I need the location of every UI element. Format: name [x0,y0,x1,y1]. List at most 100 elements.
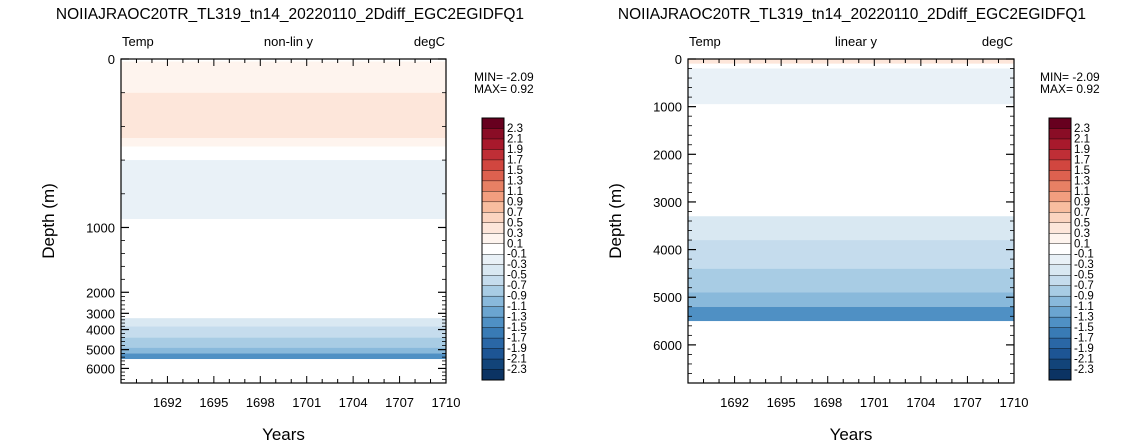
colorbar-label: -0.7 [507,280,527,292]
colorbar-label: -0.3 [507,259,527,271]
colorbar-swatch [1048,254,1072,266]
colorbar-label: 1.3 [507,175,523,187]
colorbar-swatch [481,348,505,360]
colorbar-label: 0.3 [1074,228,1090,240]
x-tick-label: 1707 [385,395,414,410]
colorbar-swatch [1048,159,1072,171]
panel-non-linear: NOIIAJRAOC20TR_TL319_tn14_20220110_2Ddif… [39,6,534,444]
colorbar-label: 0.1 [1074,238,1090,250]
data-band [688,68,1014,105]
colorbar-label: -1.1 [507,301,527,313]
colorbar-label: -1.5 [1074,322,1094,334]
colorbar-frame [481,117,505,381]
colorbar-label: -1.9 [507,343,527,355]
colorbar-swatch [481,369,505,381]
x-axis-label: Years [830,425,873,444]
y-tick-label: 3000 [86,306,115,321]
colorbar-label: -0.9 [507,291,527,303]
colorbar-swatch [1048,295,1072,308]
chart-title: NOIIAJRAOC20TR_TL319_tn14_20220110_2Ddif… [618,6,1086,23]
colorbar-swatch [481,264,505,276]
colorbar-swatch [1048,243,1072,255]
colorbar-swatch [481,254,505,266]
x-tick-label: 1701 [860,395,889,410]
scale-label: linear y [835,34,877,49]
colorbar-swatch [481,149,505,161]
colorbar-label: -0.1 [507,249,527,261]
colorbar-label: 0.3 [507,228,523,240]
x-tick-label: 1701 [292,395,321,410]
colorbar-label: 1.9 [507,144,523,156]
max-label: MAX= 0.92 [1040,82,1100,96]
x-tick-label: 1707 [953,395,982,410]
y-axis-label: Depth (m) [606,183,625,259]
colorbar-label: -1.3 [1074,312,1094,324]
data-band [121,219,446,319]
colorbar-swatch [481,117,505,129]
colorbar-swatch [1048,149,1072,161]
colorbar-swatch [1048,264,1072,276]
data-band [688,63,1014,69]
colorbar-label: -0.7 [1074,280,1094,292]
data-band [121,347,446,354]
colorbar-label: -2.3 [507,364,527,376]
colorbar-frame [1048,117,1072,381]
panel-linear: NOIIAJRAOC20TR_TL319_tn14_20220110_2Ddif… [606,6,1100,444]
data-bands [688,59,1014,322]
colorbar-swatch [1048,117,1072,129]
colorbar-label: -1.7 [1074,333,1094,345]
y-tick-label: 5000 [86,343,115,358]
x-tick-label: 1692 [720,395,749,410]
colorbar-label: -0.3 [1074,259,1094,271]
x-tick-label: 1695 [199,395,228,410]
data-band [121,326,446,338]
colorbar-label: -2.3 [1074,364,1094,376]
x-tick-label: 1698 [246,395,275,410]
colorbar-swatch [481,358,505,371]
y-tick-label: 0 [108,52,115,67]
unit-label: degC [982,34,1013,49]
x-tick-label: 1692 [153,395,182,410]
colorbar-label: 2.1 [507,133,523,145]
data-band [121,146,446,161]
y-tick-label: 3000 [653,195,682,210]
colorbar-label: 2.3 [507,123,523,135]
colorbar-swatch [1048,285,1072,297]
data-band [121,61,446,93]
y-axis-label: Depth (m) [39,183,58,259]
colorbar-label: -1.5 [507,322,527,334]
colorbar-swatch [1048,170,1072,182]
y-tick-label: 6000 [653,338,682,353]
colorbar-swatch [481,275,505,287]
colorbar-label: 1.1 [1074,186,1090,198]
colorbar-label: 1.7 [507,154,523,166]
colorbar-label: 2.3 [1074,123,1090,135]
colorbar-swatch [481,306,505,318]
chart-title: NOIIAJRAOC20TR_TL319_tn14_20220110_2Ddif… [56,6,524,23]
y-tick-label: 4000 [653,243,682,258]
data-bands [121,59,446,360]
colorbar-swatch [1048,180,1072,192]
plot-frame [120,58,447,384]
colorbar-label: 0.7 [507,207,523,219]
colorbar-swatch [1048,348,1072,360]
data-band [688,59,1014,64]
colorbar-label: 0.5 [1074,217,1090,229]
variable-label: Temp [689,34,721,49]
y-tick-label: 6000 [86,361,115,376]
scale-label: non-lin y [264,34,314,49]
colorbar: 2.32.11.91.71.51.31.10.90.70.50.30.1-0.1… [1048,117,1094,381]
colorbar-swatch [1048,138,1072,150]
colorbar-swatch [481,170,505,182]
colorbar-label: 0.9 [1074,196,1090,208]
y-tick-label: 2000 [653,147,682,162]
colorbar-swatch [1048,222,1072,234]
colorbar-swatch [1048,369,1072,381]
colorbar-label: -2.1 [1074,354,1094,366]
colorbar-label: 2.1 [1074,133,1090,145]
colorbar-swatch [481,201,505,213]
colorbar-swatch [1048,191,1072,203]
y-tick-label: 4000 [86,323,115,338]
colorbar-swatch [481,233,505,245]
